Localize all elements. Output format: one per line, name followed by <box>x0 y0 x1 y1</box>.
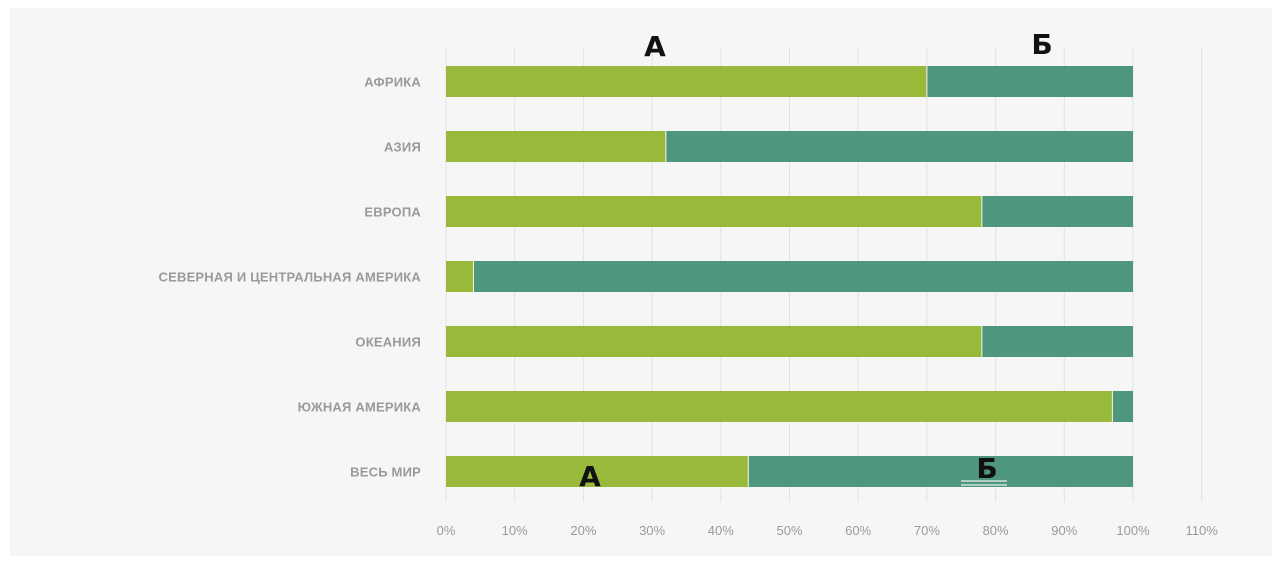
x-tick-label: 20% <box>570 523 596 538</box>
category-label: АЗИЯ <box>384 140 421 155</box>
x-tick-labels: 0% 10% 20% 30% 40% 50% 60% 70% 80% 90% 100% 110% <box>437 523 1219 538</box>
category-label: СЕВЕРНАЯ И ЦЕНТРАЛЬНАЯ АМЕРИКА <box>159 270 422 285</box>
x-tick-label: 10% <box>502 523 528 538</box>
bar-series-2 <box>1112 391 1133 422</box>
x-tick-label: 40% <box>708 523 734 538</box>
annotations: А Б А Б <box>579 28 1053 493</box>
x-tick-label: 0% <box>437 523 456 538</box>
annotation-label: Б <box>976 452 997 485</box>
x-tick-label: 90% <box>1051 523 1077 538</box>
bar-series-1 <box>446 391 1113 422</box>
chart-panel: АФРИКА АЗИЯ ЕВРОПА СЕВЕРНАЯ И ЦЕНТРАЛЬНАЯ А… <box>10 8 1272 556</box>
bar-series-2 <box>981 196 1133 227</box>
category-label: ОКЕАНИЯ <box>355 335 421 350</box>
x-tick-label: 70% <box>914 523 940 538</box>
bar-series-1 <box>446 326 982 357</box>
bar-series-2 <box>473 261 1134 292</box>
stacked-bar-chart: АФРИКА АЗИЯ ЕВРОПА СЕВЕРНАЯ И ЦЕНТРАЛЬНАЯ А… <box>159 28 1219 538</box>
bar-series-2 <box>981 326 1133 357</box>
x-tick-label: 80% <box>983 523 1009 538</box>
category-label: ЕВРОПА <box>364 205 421 220</box>
x-tick-label: 30% <box>639 523 665 538</box>
category-label: ВЕСЬ МИР <box>350 465 421 480</box>
category-label: АФРИКА <box>364 75 421 90</box>
annotation-label: Б <box>1031 28 1052 61</box>
category-label: ЮЖНАЯ АМЕРИКА <box>298 400 422 415</box>
bar-series-1 <box>446 131 666 162</box>
x-tick-label: 50% <box>776 523 802 538</box>
bar-series-2 <box>748 456 1133 487</box>
category-labels: АФРИКА АЗИЯ ЕВРОПА СЕВЕРНАЯ И ЦЕНТРАЛЬНАЯ А… <box>159 75 422 480</box>
x-tick-label: 60% <box>845 523 871 538</box>
bar-series-1 <box>446 456 749 487</box>
x-tick-label: 100% <box>1116 523 1150 538</box>
bar-series-1 <box>446 66 927 97</box>
bar-series-1 <box>446 196 982 227</box>
annotation-label: А <box>644 30 666 63</box>
bar-series-2 <box>926 66 1133 97</box>
x-tick-label: 110% <box>1186 523 1219 538</box>
bar-series-1 <box>446 261 474 292</box>
annotation-label: А <box>579 460 601 493</box>
bars <box>446 66 1134 487</box>
bar-series-2 <box>665 131 1133 162</box>
